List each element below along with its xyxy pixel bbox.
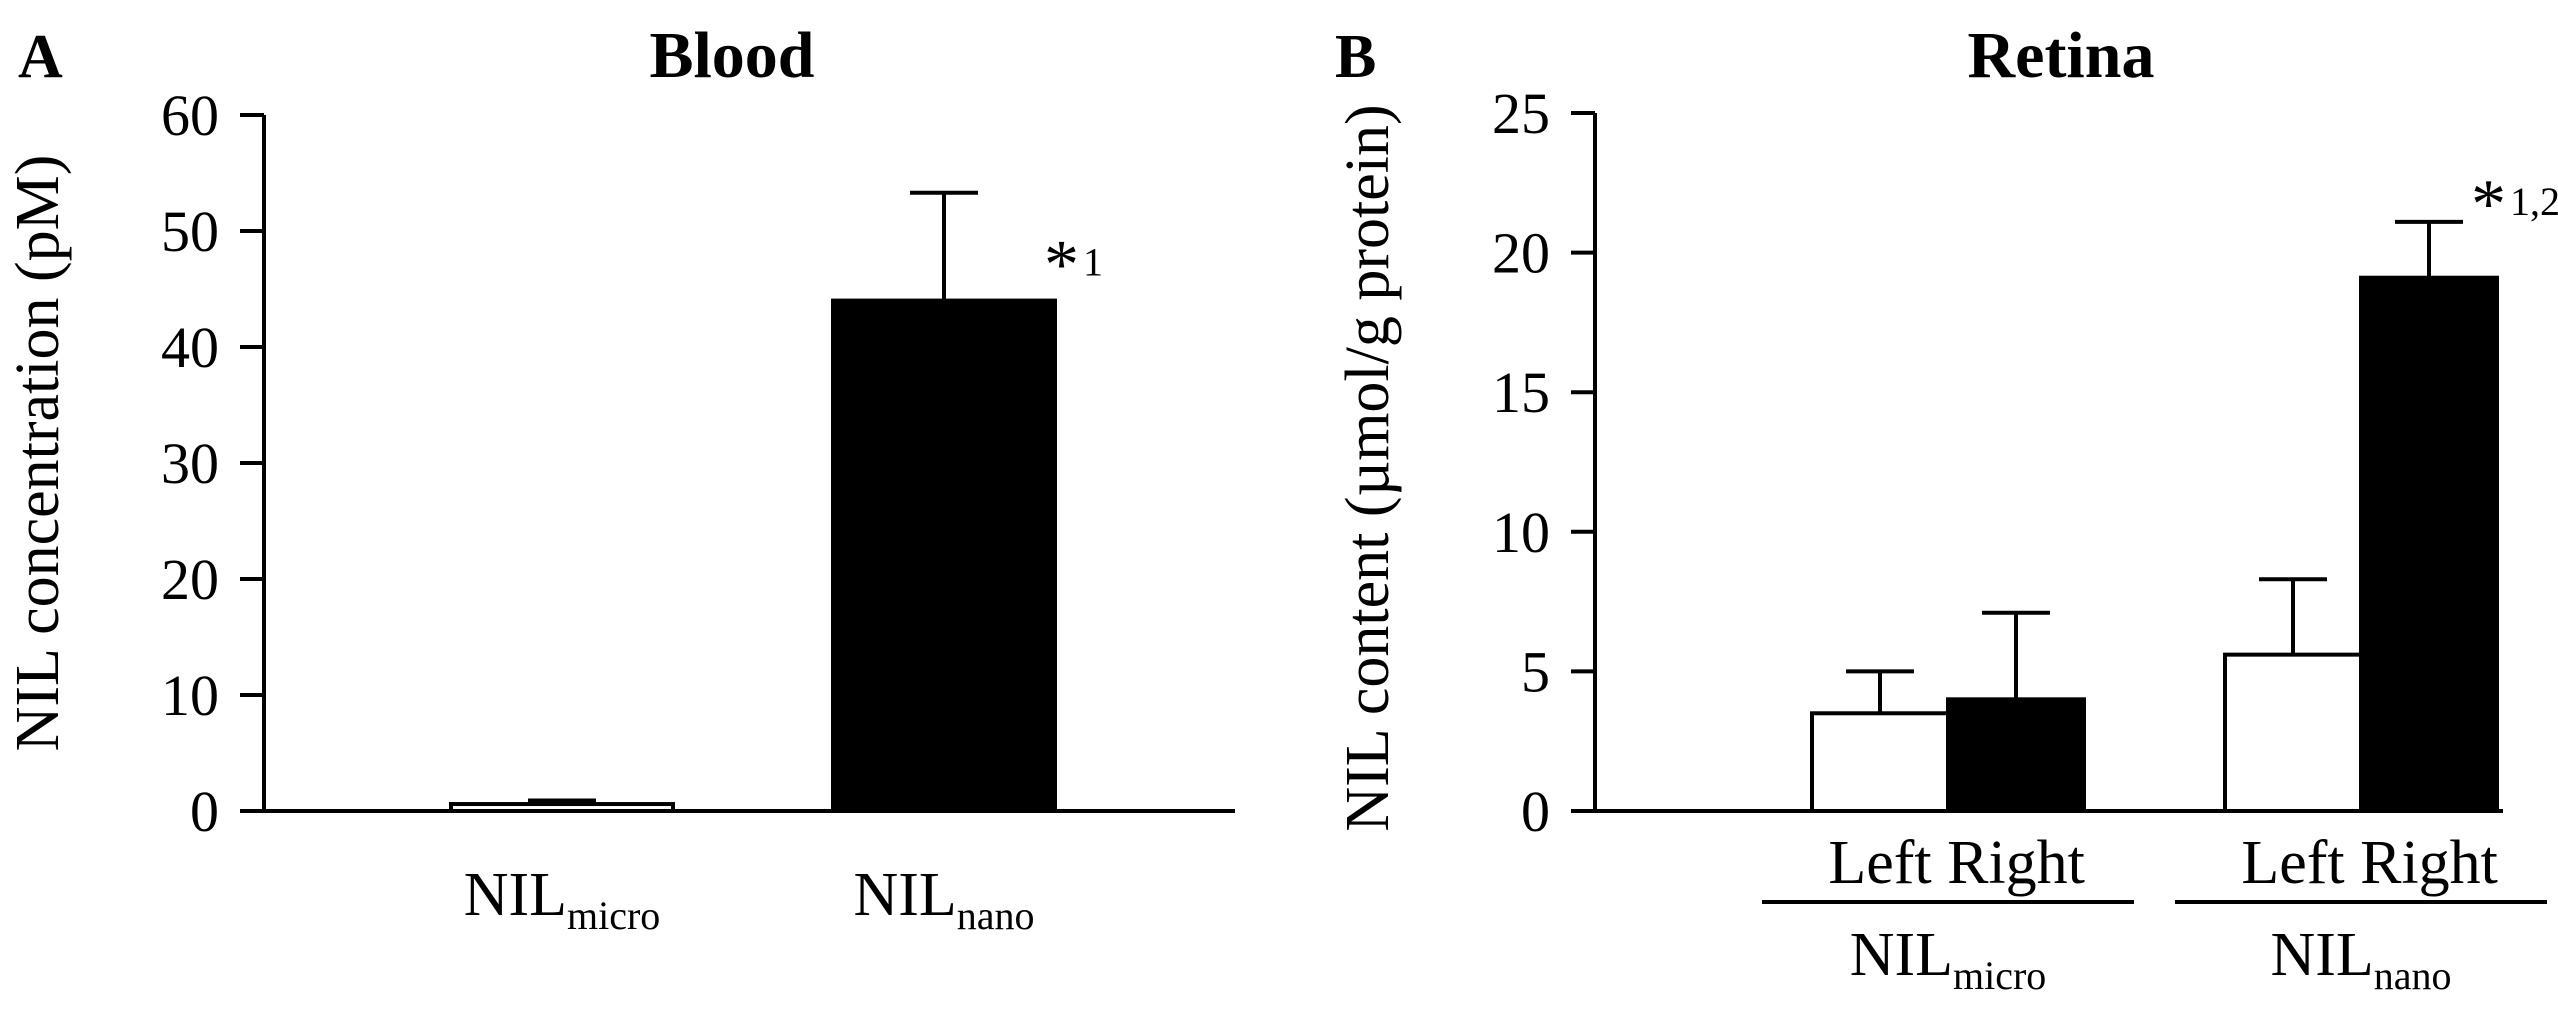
panel-b-y-tick-label: 20: [1492, 221, 1550, 286]
panel-b-bar-nano-left: [2223, 652, 2363, 814]
panel-b-y-tick-label: 0: [1521, 779, 1550, 844]
panel-a-category-label-nano: NILnano: [853, 861, 1034, 938]
panel-b-letter: B: [1335, 23, 1376, 91]
panel-a-letter: A: [18, 23, 63, 91]
panel-b-bar-micro-right: [1946, 697, 2086, 814]
panel-b-retina: B Retina NIL content (µmol/g protein) 0 5…: [1334, 19, 2558, 998]
panel-a-title: Blood: [649, 19, 814, 92]
panel-b-title: Retina: [1968, 19, 2155, 92]
panel-b-group-label-micro: NILmicro: [1850, 921, 2047, 998]
panel-a-bar-nano: [831, 298, 1057, 813]
panel-b-group-label-nano: NILnano: [2270, 921, 2451, 998]
panel-a-y-tick-label: 40: [161, 315, 219, 380]
panel-a-bar-micro: [449, 802, 675, 813]
panel-b-y-tick-label: 15: [1492, 360, 1550, 425]
panel-b-series-label-right: Right: [1947, 829, 2085, 897]
panel-b-series-label-left: Left: [1828, 829, 1931, 897]
panel-b-bar-micro-left: [1810, 711, 1950, 814]
panel-b-series-label-right: Right: [2360, 829, 2498, 897]
panel-b-significance-marker: * 1,2: [2471, 166, 2558, 243]
panel-a-blood: A Blood NIL concentration (pM) 0 10 20 30 40…: [4, 19, 1235, 938]
panel-a-significance-marker: * 1: [1044, 227, 1103, 304]
panel-a-y-tick-label: 30: [161, 431, 219, 496]
panel-b-bar-nano-right: [2359, 275, 2499, 813]
panel-b-series-label-left: Left: [2241, 829, 2344, 897]
panel-b-y-tick-label: 10: [1492, 500, 1550, 565]
panel-a-y-tick-label: 20: [161, 547, 219, 612]
panel-b-y-tick-label: 25: [1492, 81, 1550, 146]
panel-b-y-tick-label: 5: [1521, 639, 1550, 704]
panel-a-y-tick-label: 10: [161, 663, 219, 728]
panel-a-y-tick-label: 60: [161, 83, 219, 148]
panel-a-y-axis-label: NIL concentration (pM): [4, 155, 72, 752]
panel-a-y-tick-label: 0: [190, 779, 219, 844]
panel-b-y-axis-label: NIL content (µmol/g protein): [1334, 104, 1402, 831]
panel-a-y-tick-label: 50: [161, 199, 219, 264]
panel-a-category-label-micro: NILmicro: [464, 861, 661, 938]
